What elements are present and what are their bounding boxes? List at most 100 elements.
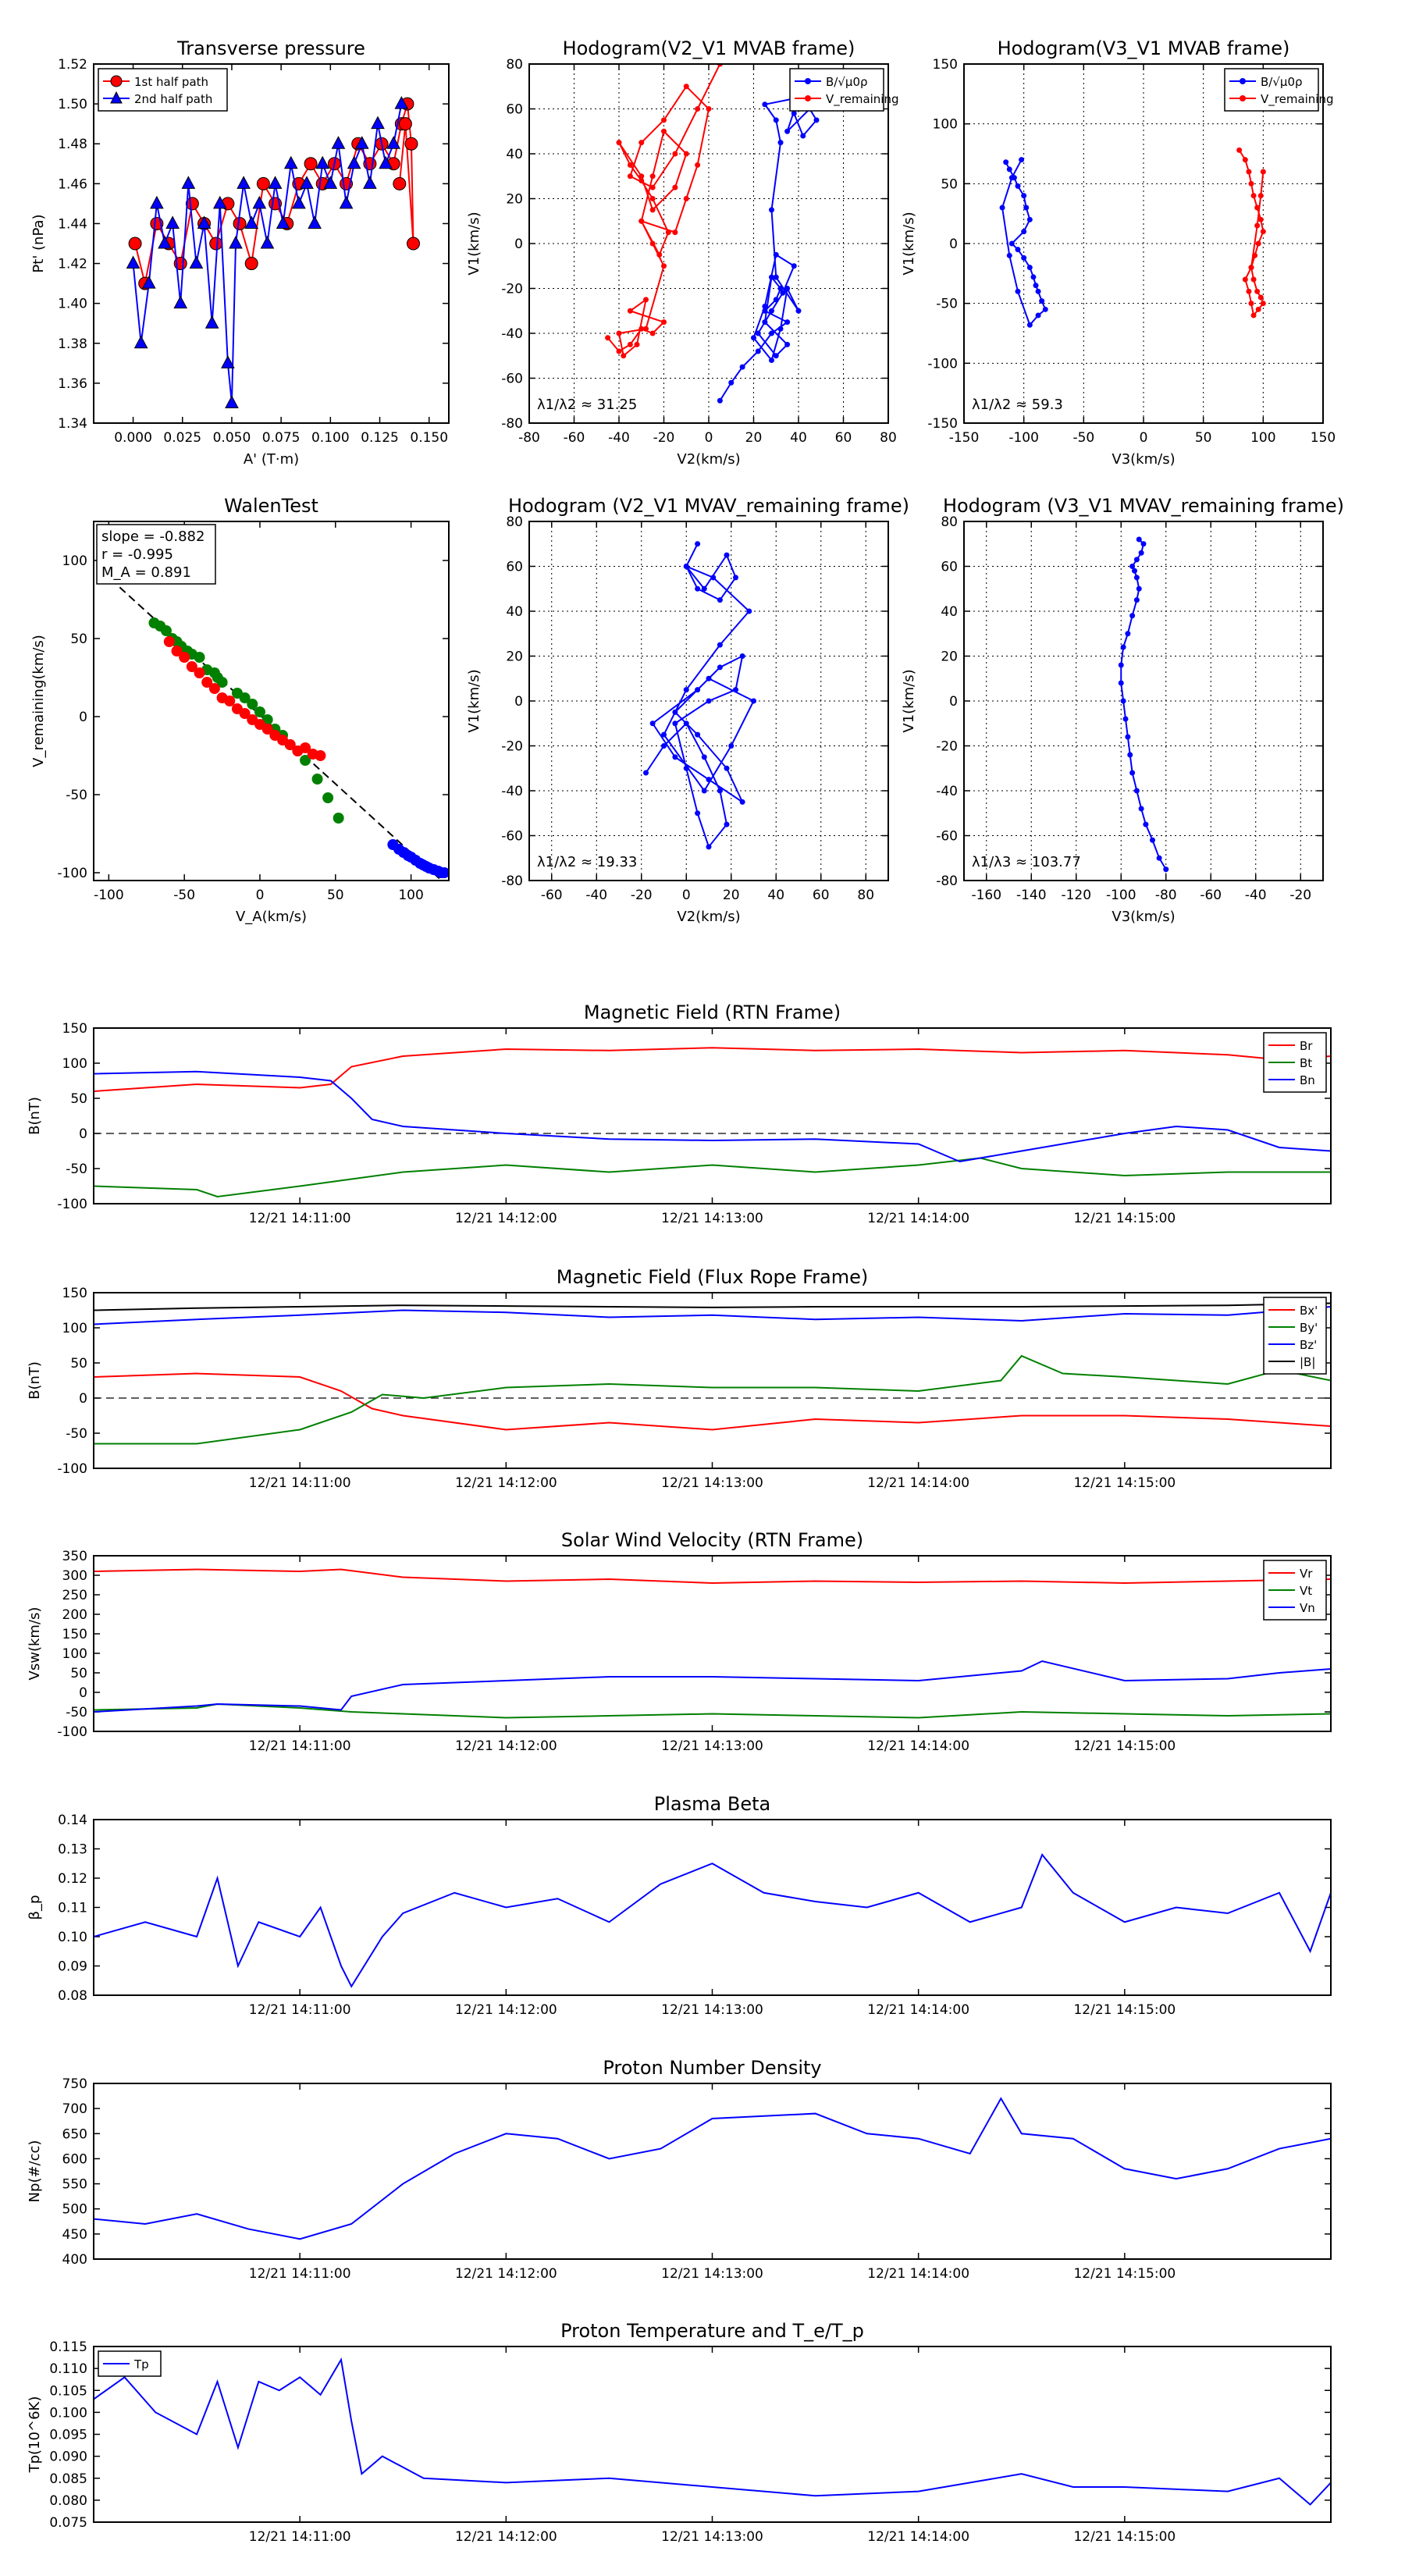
data-point: [695, 106, 701, 112]
eigen-ratio-label: λ1/λ2 ≈ 59.3: [972, 397, 1063, 413]
data-point: [621, 353, 627, 359]
chart-title: Proton Temperature and T_e/T_p: [560, 2320, 864, 2342]
data-point: [1138, 550, 1144, 556]
data-point: [695, 687, 701, 693]
data-point: [813, 117, 820, 123]
stats-line: r = -0.995: [101, 546, 173, 563]
data-point: [683, 564, 689, 569]
data-point: [616, 140, 622, 146]
legend-label: B/√μ0ρ: [1261, 75, 1303, 89]
data-point: [315, 750, 326, 761]
data-point: [1156, 855, 1162, 861]
chart-tp2: Proton Temperature and T_e/T_p 12/21 14:1…: [27, 2320, 1332, 2545]
x-tick-label: 12/21 14:12:00: [455, 1211, 557, 1226]
data-point: [194, 652, 205, 663]
y-tick-label: 50: [70, 1666, 87, 1681]
x-tick-label: 12/21 14:13:00: [661, 1475, 763, 1491]
legend-label: 2nd half path: [134, 92, 212, 106]
data-point: [1021, 254, 1027, 261]
data-point: [300, 742, 311, 753]
y-tick-label: 300: [62, 1568, 87, 1584]
plot-area: [94, 2357, 1331, 2506]
axes-frame: [963, 63, 1324, 424]
chart-title: Magnetic Field (RTN Frame): [584, 1002, 841, 1023]
data-point: [150, 195, 164, 209]
chart-title: Solar Wind Velocity (RTN Frame): [561, 1529, 863, 1551]
x-tick-label: -50: [173, 888, 195, 903]
data-point: [661, 128, 667, 134]
data-point: [649, 196, 656, 201]
x-tick-label: -100: [94, 888, 124, 903]
x-tick-label: 12/21 14:12:00: [455, 1475, 557, 1491]
y-axis-label: V_remaining(km/s): [30, 635, 47, 767]
data-point: [695, 810, 701, 817]
eigen-ratio-label: λ1/λ3 ≈ 103.77: [972, 854, 1081, 870]
plot-area: [1118, 536, 1169, 873]
y-tick-label: 1.34: [58, 416, 87, 432]
data-point: [1250, 193, 1257, 199]
y-tick-label: -40: [501, 784, 523, 799]
y-tick-label: 1.52: [58, 57, 87, 73]
data-point: [300, 176, 314, 189]
x-tick-label: 12/21 14:14:00: [867, 2529, 969, 2545]
y-tick-label: 0.14: [58, 1813, 87, 1828]
y-tick-label: -80: [501, 873, 523, 889]
data-point: [1021, 229, 1027, 235]
data-point: [638, 178, 645, 183]
data-point: [769, 308, 774, 314]
y-tick-label: 50: [941, 176, 958, 192]
y-tick-label: 150: [933, 57, 958, 73]
data-point: [780, 290, 786, 296]
x-tick-label: 12/21 14:15:00: [1073, 1738, 1176, 1754]
x-tick-label: 12/21 14:15:00: [1073, 1475, 1176, 1491]
data-point: [300, 755, 311, 766]
x-axis-label: V2(km/s): [677, 451, 740, 468]
eigen-ratio-label: λ1/λ2 ≈ 19.33: [537, 854, 637, 870]
x-tick-label: -120: [1061, 888, 1091, 903]
plot-area: [605, 64, 820, 404]
data-point: [1133, 575, 1140, 581]
legend-label: B/√μ0ρ: [826, 75, 868, 89]
data-point: [276, 215, 290, 229]
data-point: [1254, 222, 1261, 229]
y-tick-label: 150: [62, 1021, 87, 1037]
stats-box: [96, 524, 216, 585]
plot-area: [643, 541, 756, 850]
data-point: [627, 173, 633, 180]
data-point: [339, 195, 354, 209]
data-point: [322, 792, 334, 803]
data-point: [1236, 147, 1243, 153]
data-point: [1136, 585, 1142, 592]
y-tick-label: -40: [501, 326, 523, 342]
data-point: [1033, 283, 1039, 289]
series-line-V_remaining: [606, 64, 721, 358]
data-point: [683, 687, 689, 693]
data-point: [229, 235, 243, 249]
chart-title: Hodogram (V3_V1 MVAV_remaining frame): [943, 495, 1344, 517]
data-point: [672, 754, 678, 760]
data-point: [800, 133, 806, 139]
data-point: [1015, 288, 1021, 294]
y-tick-label: 40: [941, 604, 958, 620]
data-point: [1254, 205, 1261, 211]
data-point: [163, 636, 175, 647]
chart-np: Proton Number Density 12/21 14:11:00 12/21…: [27, 2057, 1332, 2282]
y-tick-label: 100: [933, 117, 958, 133]
data-point: [1120, 698, 1126, 704]
y-tick-label: 700: [62, 2101, 87, 2117]
y-tick-label: 0.10: [58, 1930, 87, 1945]
x-tick-label: 12/21 14:13:00: [661, 2002, 763, 2018]
x-tick-label: 100: [1250, 430, 1275, 446]
data-point: [209, 237, 223, 251]
data-point: [284, 739, 296, 750]
chart-tp: Transverse pressure 0.000 0.025 0.050 0.075 0…: [30, 37, 450, 468]
y-tick-label: 0.08: [58, 1988, 87, 2004]
data-point: [247, 699, 258, 710]
y-tick-label: 650: [62, 2126, 87, 2142]
data-point: [643, 297, 649, 303]
legend-label: Bn: [1300, 1073, 1315, 1087]
x-tick-label: 12/21 14:15:00: [1073, 2266, 1176, 2282]
x-tick-label: 12/21 14:12:00: [455, 2002, 557, 2018]
y-tick-label: -20: [501, 282, 523, 297]
data-point: [1242, 157, 1248, 163]
